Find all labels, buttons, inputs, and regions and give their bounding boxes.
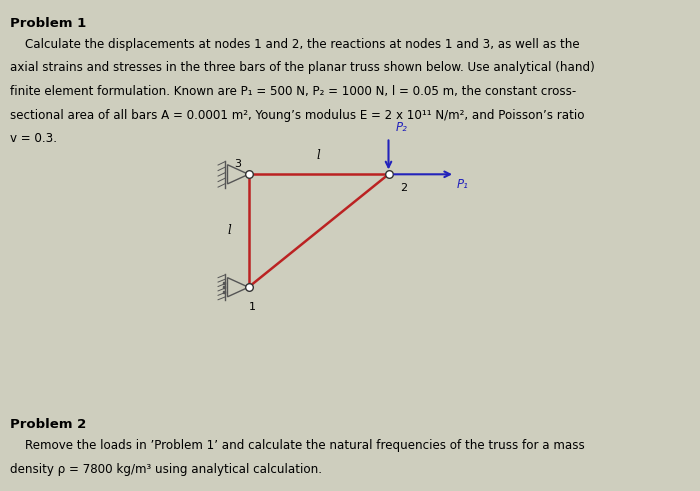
Text: v = 0.3.: v = 0.3. xyxy=(10,132,57,145)
Text: l: l xyxy=(316,149,321,162)
Text: Remove the loads in ’Problem 1’ and calculate the natural frequencies of the tru: Remove the loads in ’Problem 1’ and calc… xyxy=(10,439,585,452)
Text: 3: 3 xyxy=(234,160,241,169)
Text: sectional area of all bars A = 0.0001 m², Young’s modulus E = 2 x 10¹¹ N/m², and: sectional area of all bars A = 0.0001 m²… xyxy=(10,109,585,121)
Text: 2: 2 xyxy=(400,183,407,193)
Text: l: l xyxy=(227,224,231,237)
Text: Problem 1: Problem 1 xyxy=(10,17,87,30)
Text: density ρ = 7800 kg/m³ using analytical calculation.: density ρ = 7800 kg/m³ using analytical … xyxy=(10,463,323,475)
Text: Calculate the displacements at nodes 1 and 2, the reactions at nodes 1 and 3, as: Calculate the displacements at nodes 1 a… xyxy=(10,38,580,51)
Text: 1: 1 xyxy=(248,302,256,312)
Text: P₁: P₁ xyxy=(457,178,469,191)
Text: P₂: P₂ xyxy=(395,121,407,134)
Text: Problem 2: Problem 2 xyxy=(10,418,87,431)
Text: axial strains and stresses in the three bars of the planar truss shown below. Us: axial strains and stresses in the three … xyxy=(10,61,595,74)
Text: finite element formulation. Known are P₁ = 500 N, P₂ = 1000 N, l = 0.05 m, the c: finite element formulation. Known are P₁… xyxy=(10,85,577,98)
